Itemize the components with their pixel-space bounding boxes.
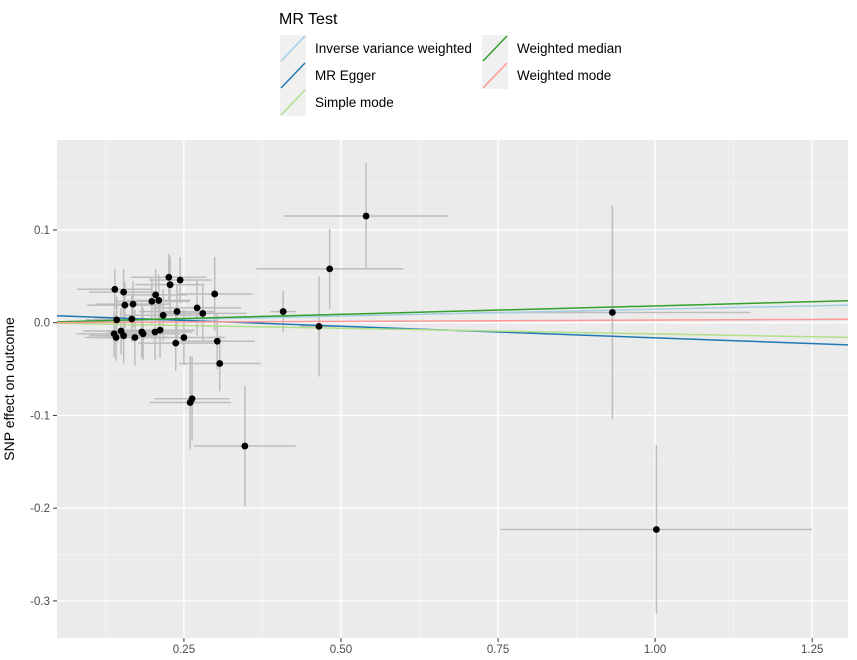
data-point (241, 442, 249, 450)
data-point (165, 273, 173, 281)
data-point (193, 304, 201, 312)
data-point (176, 276, 184, 284)
legend-label: Simple mode (315, 95, 394, 110)
data-point (166, 281, 174, 289)
data-point (111, 285, 119, 293)
data-point (120, 332, 127, 340)
data-point (121, 301, 129, 309)
data-point (155, 297, 163, 304)
x-tick-label: 1.25 (801, 644, 823, 656)
legend-label: Weighted mode (517, 68, 611, 83)
line-simple-mode (56, 322, 849, 339)
data-point (112, 334, 120, 341)
data-point (173, 308, 181, 315)
data-point (180, 334, 188, 341)
y-axis-label: SNP effect on outcome (1, 317, 17, 461)
data-point (131, 334, 139, 341)
x-tick-label: 0.75 (487, 644, 509, 656)
data-point (120, 288, 127, 296)
legend: MR Test Inverse variance weighted MR Egge… (279, 11, 622, 116)
gridlines (57, 140, 848, 638)
line-weighted-median (56, 300, 849, 323)
data-point (129, 300, 137, 308)
legend-title: MR Test (279, 11, 338, 28)
x-tick-label: 0.25 (173, 644, 195, 656)
data-point (113, 316, 121, 324)
data-point (159, 311, 167, 319)
plot-panel (57, 140, 848, 638)
regression-lines (56, 300, 849, 346)
line-weighted-mode (56, 318, 849, 324)
legend-key-line (280, 35, 306, 62)
line-inverse-variance-weighted (56, 304, 849, 323)
data-point (139, 330, 147, 338)
data-point (216, 360, 224, 367)
data-point (211, 290, 219, 298)
data-point (128, 315, 136, 323)
data-point (279, 308, 287, 315)
x-tick-label: 0.50 (330, 644, 352, 656)
data-point (148, 297, 156, 305)
data-point (652, 526, 660, 533)
axes: 0.25 0.50 0.75 1.00 1.25 0.1 0.0 -0.1 -0.2 -0.3 (30, 225, 823, 656)
data-point (156, 326, 164, 334)
legend-key-line (482, 35, 508, 62)
y-tick-label: -0.1 (30, 410, 50, 422)
data-point (315, 323, 323, 330)
data-point (326, 265, 334, 273)
data-points (110, 212, 660, 533)
legend-label: Inverse variance weighted (315, 41, 472, 56)
y-tick-label: 0.1 (34, 225, 50, 237)
legend-key-line (280, 89, 306, 116)
data-point (362, 212, 370, 220)
y-tick-label: -0.3 (30, 596, 50, 608)
data-point (172, 339, 180, 347)
y-tick-label: 0.0 (34, 318, 50, 330)
data-point (199, 310, 207, 317)
legend-label: MR Egger (315, 68, 376, 83)
y-tick-label: -0.2 (30, 503, 50, 515)
data-point (186, 399, 194, 406)
legend-key-line (280, 62, 306, 89)
legend-key-line (482, 62, 508, 89)
legend-label: Weighted median (517, 41, 622, 56)
data-point (152, 291, 160, 299)
x-tick-label: 1.00 (644, 644, 666, 656)
data-point (608, 309, 616, 316)
data-point (213, 337, 221, 345)
